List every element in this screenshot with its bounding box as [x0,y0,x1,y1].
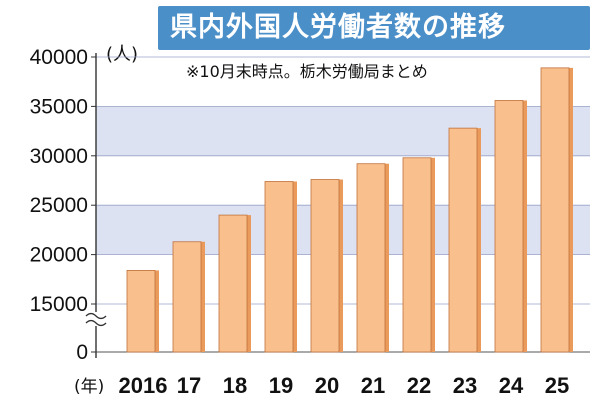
x-tick-label: 24 [499,373,524,398]
x-tick-label: 25 [545,373,569,398]
bar-side [201,241,205,352]
bar [402,157,432,353]
bar-side [155,270,159,352]
bar-side [477,128,481,352]
bar-side [569,67,573,353]
bar-side [247,215,251,352]
bar [540,67,570,353]
bar [218,214,248,353]
x-tick-label: 23 [453,373,477,398]
x-tick-label: 19 [269,373,293,398]
chart-title-box [158,6,590,50]
bar-side [385,163,389,352]
bar [356,163,386,353]
bar-side [431,157,435,352]
bar [310,179,340,353]
x-tick-label: 18 [223,373,247,398]
bar-side [339,179,343,352]
x-tick-label: 17 [177,373,201,398]
x-tick-label: 2016 [119,373,168,398]
axis-break-mark [85,319,107,327]
x-tick-label: 20 [315,373,339,398]
bar [172,241,202,353]
y-tick-label: 15000 [30,293,88,316]
bar-side [293,181,297,352]
axis-break-mark [85,312,107,320]
x-tick-label: 22 [407,373,431,398]
bar [264,181,294,353]
bar [126,270,156,353]
y-tick-label: 20000 [30,244,88,267]
y-tick-label: 40000 [30,46,88,69]
y-axis-unit: (人) [106,44,139,65]
y-tick-label: 0 [76,341,88,364]
chart-subtitle: ※10月末時点。栃木労働局まとめ [186,62,428,81]
bar [494,100,524,353]
x-tick-label: 21 [361,373,385,398]
chart-title: 県内外国人労働者数の推移 [170,12,506,43]
bar [448,127,478,353]
x-axis-unit: (年) [74,377,105,397]
y-tick-label: 25000 [30,194,88,217]
y-tick-label: 30000 [30,145,88,168]
y-tick-label: 35000 [30,95,88,118]
bar-side [523,100,527,352]
